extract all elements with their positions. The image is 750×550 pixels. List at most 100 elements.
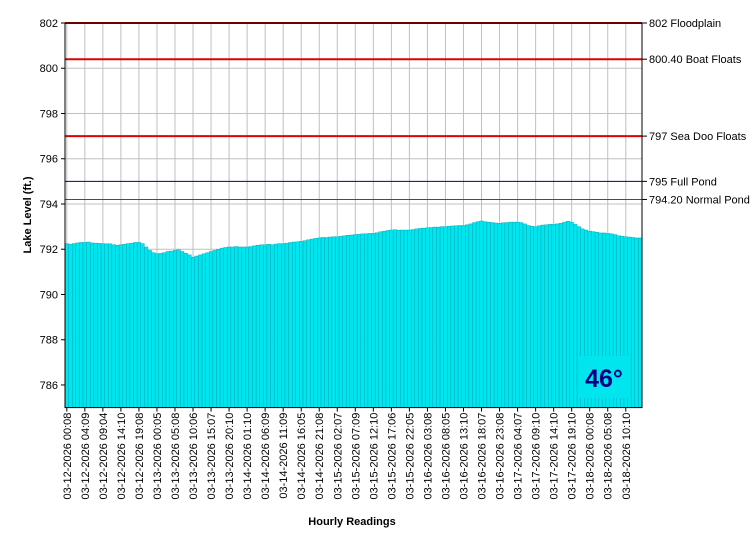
area-bar (79, 242, 84, 408)
area-bar (569, 221, 574, 408)
area-bar (418, 228, 423, 408)
area-bar (234, 246, 239, 408)
area-bar (385, 230, 390, 408)
x-tick-label: 03-16-2026 23:08 (495, 413, 507, 500)
x-tick-label: 03-14-2026 01:10 (242, 413, 254, 500)
area-bar (566, 220, 571, 408)
area-bar (205, 252, 210, 408)
area-bar (555, 223, 560, 408)
x-tick-label: 03-15-2026 22:05 (404, 413, 416, 500)
area-bar (136, 242, 141, 408)
x-tick-label: 03-16-2026 08:05 (440, 413, 452, 500)
x-tick-label: 03-12-2026 04:09 (80, 413, 92, 500)
reference-label: 795 Full Pond (649, 176, 717, 188)
area-bar (537, 225, 542, 408)
area-bar (436, 226, 441, 408)
temperature-label: 46° (585, 365, 623, 393)
y-tick-label: 790 (40, 289, 58, 301)
area-bar (237, 246, 242, 408)
area-bar (86, 241, 91, 408)
area-bar (540, 224, 545, 408)
area-bar (291, 241, 297, 408)
area-bar (219, 247, 224, 408)
x-tick-label: 03-13-2026 20:10 (224, 413, 236, 500)
area-bar (638, 237, 643, 408)
reference-label: 797 Sea Doo Floats (649, 131, 747, 143)
area-bar (634, 237, 639, 408)
area-bar (411, 229, 416, 408)
x-tick-label: 03-13-2026 05:08 (170, 413, 182, 500)
x-tick-label: 03-12-2026 00:08 (62, 413, 74, 500)
x-tick-label: 03-12-2026 14:10 (116, 413, 128, 500)
area-bar (558, 223, 563, 408)
area-bar (403, 229, 408, 408)
area-bar (331, 236, 336, 408)
x-tick-label: 03-14-2026 21:08 (314, 413, 326, 500)
reference-label: 800.40 Boat Floats (649, 54, 742, 66)
x-tick-label: 03-15-2026 17:06 (386, 413, 398, 500)
axes: 786 788 790 792 794 796 798 800 802 03-12-2026 00… (40, 18, 643, 500)
y-tick-label: 792 (40, 244, 58, 256)
area-bar (209, 251, 214, 408)
area-bar (447, 225, 452, 408)
area-marks (64, 220, 643, 408)
area-bar (508, 221, 513, 408)
area-bar (82, 242, 87, 408)
area-bar (162, 252, 167, 408)
area-bar (457, 225, 462, 408)
area-bar (573, 224, 578, 408)
area-bar (454, 225, 459, 408)
area-bar (497, 223, 502, 408)
area-bar (104, 243, 109, 408)
area-bar (97, 243, 102, 408)
area-bar (439, 226, 444, 408)
area-bar (64, 243, 69, 408)
y-tick-label: 796 (40, 154, 58, 166)
x-axis-title: Hourly Readings (308, 516, 395, 528)
area-bar (90, 242, 95, 408)
y-tick-label: 802 (40, 18, 58, 30)
area-bar (562, 221, 567, 408)
area-bar (465, 224, 470, 408)
area-bar (320, 237, 325, 408)
area-bar (144, 246, 149, 408)
x-tick-label: 03-12-2026 09:04 (98, 413, 110, 500)
area-bar (183, 253, 188, 408)
area-bar (493, 222, 498, 408)
area-bar (486, 221, 491, 408)
area-bar (526, 225, 531, 408)
area-bar (425, 227, 430, 408)
area-bar (273, 243, 278, 408)
x-tick-label: 03-14-2026 06:09 (260, 413, 272, 500)
area-bar (504, 222, 509, 408)
area-bar (346, 235, 351, 408)
x-tick-label: 03-16-2026 13:10 (458, 413, 470, 500)
area-bar (302, 240, 307, 408)
area-bar (198, 254, 203, 408)
x-tick-label: 03-15-2026 07:09 (350, 413, 362, 500)
area-bar (281, 243, 286, 408)
y-axis-title: Lake Level (ft.) (22, 176, 34, 253)
area-bar (461, 225, 466, 408)
area-bar (72, 243, 77, 408)
reference-label: 794.20 Normal Pond (649, 194, 750, 206)
area-bar (324, 237, 329, 408)
area-bar (306, 239, 311, 408)
area-bar (172, 250, 177, 408)
area-bar (378, 231, 383, 408)
area-bar (483, 221, 488, 408)
area-bar (191, 256, 196, 408)
area-bar (522, 223, 527, 408)
area-bar (548, 224, 553, 408)
x-tick-label: 03-16-2026 03:08 (422, 413, 434, 500)
area-bar (374, 232, 379, 408)
area-bar (122, 244, 127, 408)
area-bar (68, 244, 73, 408)
area-bar (328, 236, 333, 408)
area-bar (259, 244, 264, 408)
temperature-badge (578, 356, 630, 398)
x-tick-label: 03-18-2026 05:08 (603, 413, 615, 500)
area-bar (310, 238, 315, 408)
area-bar (201, 253, 206, 408)
area-bar (490, 222, 495, 408)
